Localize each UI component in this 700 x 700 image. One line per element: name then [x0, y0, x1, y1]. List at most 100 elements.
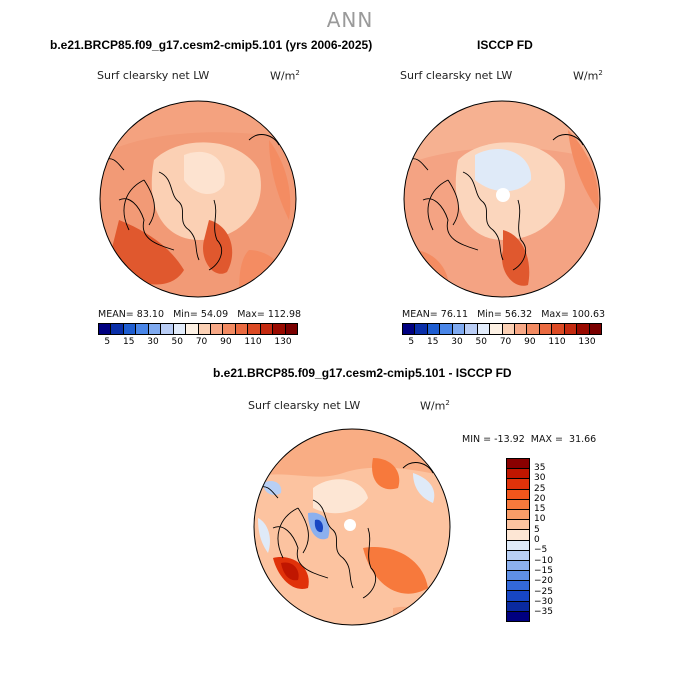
- colorbar-swatch: [465, 324, 478, 334]
- colorbar-label: 130: [578, 337, 596, 347]
- colorbar-swatch: [273, 324, 286, 334]
- diff-colorbar-label: −10: [534, 555, 553, 566]
- panel2-title: ISCCP FD: [477, 38, 533, 52]
- diff-colorbar-label: 10: [534, 514, 546, 525]
- colorbar-swatch: [248, 324, 261, 334]
- diff-colorbar-swatch: [507, 571, 529, 582]
- colorbar-swatch: [161, 324, 174, 334]
- colorbar-swatch: [427, 324, 441, 334]
- diff-colorbar-label: 25: [534, 483, 546, 494]
- diff-colorbar-swatch: [507, 611, 529, 621]
- season-title: ANN: [326, 8, 374, 32]
- diff-colorbar-label: 5: [534, 524, 540, 535]
- diff-colorbar-label: −15: [534, 565, 553, 576]
- diff-colorbar-label: 20: [534, 493, 546, 504]
- colorbar-swatch: [99, 324, 112, 334]
- diff-colorbar-label: 30: [534, 473, 546, 484]
- panel1-stats: MEAN= 83.10 Min= 54.09 Max= 112.98: [98, 309, 302, 320]
- diff-colorbar-label: −20: [534, 576, 553, 587]
- diff-variable: Surf clearsky net LW: [248, 399, 361, 412]
- diff-colorbar-swatch: [507, 540, 529, 551]
- colorbar-swatch: [502, 324, 515, 334]
- colorbar-swatch: [403, 324, 416, 334]
- colorbar-label: 5: [408, 337, 415, 347]
- panel2-stats: MEAN= 76.11 Min= 56.32 Max= 100.63: [402, 309, 606, 320]
- colorbar-swatch: [552, 324, 565, 334]
- colorbar-label: 110: [244, 337, 262, 347]
- colorbar-swatch: [539, 324, 553, 334]
- diff-colorbar-label: −30: [534, 596, 553, 607]
- panel2-map: [403, 100, 601, 298]
- diff-map: [253, 428, 451, 626]
- diff-colorbar-swatch: [507, 591, 529, 602]
- colorbar-label: 30: [147, 337, 159, 347]
- diff-colorbar: [506, 458, 530, 622]
- diff-colorbar-label: −25: [534, 586, 553, 597]
- panel2-units: W/m2: [573, 69, 603, 83]
- colorbar-label: 110: [548, 337, 566, 347]
- diff-colorbar-swatch: [507, 530, 529, 541]
- panel1-variable: Surf clearsky net LW: [97, 69, 210, 82]
- colorbar-swatch: [235, 324, 249, 334]
- colorbar-label: 5: [104, 337, 111, 347]
- colorbar-label: 15: [426, 337, 439, 347]
- colorbar-swatch: [186, 324, 199, 334]
- colorbar-label: 90: [524, 337, 536, 347]
- diff-colorbar-label: −5: [534, 545, 548, 556]
- diff-colorbar-swatch: [507, 459, 529, 470]
- diff-colorbar-swatch: [507, 581, 529, 592]
- diff-colorbar-swatch: [507, 479, 529, 490]
- colorbar-swatch: [260, 324, 274, 334]
- colorbar-swatch: [148, 324, 162, 334]
- colorbar-swatch: [440, 324, 453, 334]
- colorbar-swatch: [198, 324, 211, 334]
- diff-colorbar-swatch: [507, 499, 529, 510]
- panel2-variable: Surf clearsky net LW: [400, 69, 513, 82]
- diff-colorbar-swatch: [507, 509, 529, 521]
- colorbar-swatch: [136, 324, 149, 334]
- diff-units: W/m2: [420, 399, 450, 413]
- colorbar-swatch: [210, 324, 224, 334]
- diff-stats: MIN = -13.92 MAX = 31.66: [462, 434, 597, 445]
- colorbar-label: 50: [171, 337, 183, 347]
- panel2-colorbar-labels: 5 15 30 50 70 90 110 130: [402, 337, 602, 347]
- diff-colorbar-swatch: [507, 469, 529, 480]
- colorbar-swatch: [173, 324, 187, 334]
- colorbar-label: 30: [451, 337, 463, 347]
- diff-title: b.e21.BRCP85.f09_g17.cesm2-cmip5.101 - I…: [213, 366, 512, 380]
- diff-colorbar-swatch: [507, 489, 529, 500]
- colorbar-swatch: [111, 324, 124, 334]
- colorbar-swatch: [564, 324, 578, 334]
- colorbar-swatch: [527, 324, 540, 334]
- diff-colorbar-label: 0: [534, 535, 540, 546]
- colorbar-label: 70: [195, 337, 208, 347]
- panel1-units: W/m2: [270, 69, 300, 83]
- panel1-colorbar: [98, 323, 298, 335]
- colorbar-swatch: [415, 324, 428, 334]
- diff-colorbar-label: 35: [534, 463, 546, 473]
- colorbar-swatch: [477, 324, 491, 334]
- panel2-colorbar: [402, 323, 602, 335]
- colorbar-label: 50: [475, 337, 487, 347]
- colorbar-label: 70: [499, 337, 512, 347]
- colorbar-swatch: [589, 324, 601, 334]
- diff-colorbar-labels: 35 30 25 20 15 10 5 0 −5 −10 −15 −20 −25 −30 −35: [534, 463, 574, 617]
- colorbar-swatch: [452, 324, 466, 334]
- colorbar-swatch: [577, 324, 590, 334]
- panel1-title: b.e21.BRCP85.f09_g17.cesm2-cmip5.101 (yr…: [50, 38, 373, 52]
- diff-colorbar-label: −35: [534, 607, 553, 618]
- colorbar-swatch: [223, 324, 236, 334]
- colorbar-label: 15: [122, 337, 135, 347]
- colorbar-swatch: [123, 324, 137, 334]
- panel1-colorbar-labels: 5 15 30 50 70 90 110 130: [98, 337, 298, 347]
- diff-colorbar-swatch: [507, 560, 529, 572]
- diff-colorbar-swatch: [507, 550, 529, 561]
- diff-colorbar-swatch: [507, 601, 529, 612]
- colorbar-label: 130: [274, 337, 292, 347]
- colorbar-label: 90: [220, 337, 232, 347]
- colorbar-swatch: [285, 324, 297, 334]
- diff-colorbar-swatch: [507, 520, 529, 531]
- colorbar-swatch: [514, 324, 528, 334]
- diff-colorbar-label: 15: [534, 504, 546, 515]
- panel1-map: [99, 100, 297, 298]
